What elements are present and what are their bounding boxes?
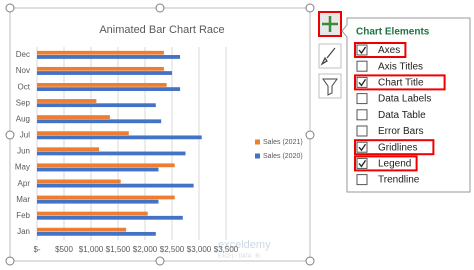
checkmark <box>358 46 367 55</box>
bar <box>37 131 129 136</box>
element-label[interactable]: Gridlines <box>378 142 417 153</box>
y-tick-label: Aug <box>16 114 30 123</box>
bar <box>37 99 97 103</box>
element-label[interactable]: Chart Title <box>378 78 424 89</box>
watermark-name: exceldemy <box>218 239 271 251</box>
checkbox[interactable] <box>356 109 368 121</box>
bar <box>37 231 156 236</box>
highlight-box <box>354 42 407 58</box>
checkmark <box>358 79 367 87</box>
checkbox[interactable] <box>356 174 368 186</box>
y-tick-label: Apr <box>18 179 31 188</box>
checkmark <box>358 143 367 152</box>
y-tick-label: Mar <box>16 195 30 204</box>
element-label[interactable]: Data Labels <box>378 94 431 105</box>
y-tick-label: Sep <box>16 98 31 107</box>
bar <box>37 119 162 124</box>
y-tick-label: Oct <box>18 82 31 91</box>
checkbox[interactable] <box>356 76 368 88</box>
y-tick-label: Jan <box>17 227 30 236</box>
bar <box>37 183 194 188</box>
bar <box>37 199 159 204</box>
chart-title: Animated Bar Chart Race <box>99 24 224 36</box>
y-tick-label: Dec <box>16 50 30 59</box>
y-tick-label: Jul <box>20 131 30 140</box>
checkbox[interactable] <box>356 157 368 169</box>
bar <box>37 147 100 152</box>
panel-title: Chart Elements <box>356 27 430 38</box>
chart-elements-panel <box>341 17 471 193</box>
element-label[interactable]: Trendline <box>378 175 420 186</box>
x-tick-label: $500 <box>55 245 73 254</box>
y-tick-label: Jun <box>17 147 30 156</box>
highlight-box <box>354 155 418 172</box>
element-label[interactable]: Axes <box>378 45 400 56</box>
x-tick-label: $1,500 <box>106 245 131 254</box>
x-tick-label: $- <box>33 245 40 254</box>
x-tick-label: $3,500 <box>214 245 239 254</box>
bar <box>37 151 186 156</box>
filter-icon <box>322 78 338 96</box>
bar <box>37 50 164 55</box>
bar <box>37 179 121 184</box>
y-tick-label: May <box>15 163 30 172</box>
element-label[interactable]: Axis Titles <box>378 61 423 72</box>
bar <box>37 55 181 59</box>
checkbox[interactable] <box>356 125 368 137</box>
watermark-tagline: EXCEL · DATA · BI <box>218 253 260 259</box>
bar <box>37 211 148 216</box>
checkbox[interactable] <box>356 60 368 72</box>
x-tick-label: $3,000 <box>187 245 212 254</box>
bar <box>37 167 159 172</box>
checkmark <box>358 160 367 168</box>
bar <box>37 71 172 75</box>
bar <box>37 135 202 140</box>
checkbox[interactable] <box>356 44 368 56</box>
y-tick-label: Nov <box>16 66 30 75</box>
brush-icon <box>320 47 336 66</box>
bar <box>37 115 110 119</box>
legend-label: Sales (2020) <box>263 153 303 160</box>
x-tick-label: $2,000 <box>133 245 158 254</box>
bar <box>37 103 156 108</box>
legend-swatch <box>255 153 260 159</box>
bar <box>37 87 181 92</box>
legend-label: Sales (2021) <box>263 139 303 146</box>
highlight-box <box>354 74 446 91</box>
resize-handles[interactable] <box>5 3 315 266</box>
bar <box>37 163 175 168</box>
bar <box>37 215 183 220</box>
legend-swatch <box>255 139 260 145</box>
y-tick-label: Feb <box>16 211 30 220</box>
bar <box>37 227 127 232</box>
x-tick-label: $2,500 <box>160 245 185 254</box>
element-label[interactable]: Legend <box>378 159 411 170</box>
element-label[interactable]: Data Table <box>378 110 426 121</box>
bar <box>37 195 175 200</box>
watermark: exceldemy EXCEL · DATA · BI <box>218 239 271 259</box>
highlight-box <box>354 139 435 156</box>
checkbox[interactable] <box>356 93 368 105</box>
x-tick-label: $1,000 <box>79 245 104 254</box>
element-label[interactable]: Error Bars <box>378 126 424 137</box>
bar <box>37 66 164 71</box>
bar <box>37 83 167 87</box>
checkbox[interactable] <box>356 141 368 153</box>
plus-icon <box>322 16 338 32</box>
